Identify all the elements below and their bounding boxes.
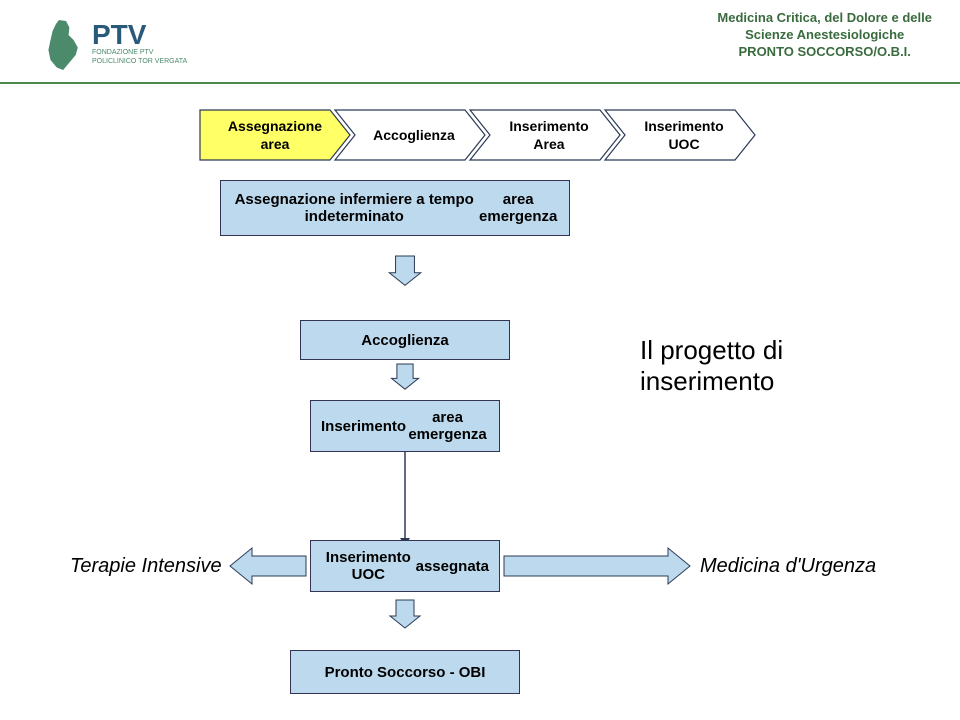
logo-figure-icon (40, 20, 82, 70)
svg-text:Assegnazione: Assegnazione (228, 118, 322, 134)
svg-text:area: area (261, 136, 290, 152)
logo-sub1: FONDAZIONE PTV (92, 49, 187, 57)
svg-text:Inserimento: Inserimento (644, 118, 723, 134)
side-title: Il progetto di inserimento (640, 335, 783, 397)
header-text: Medicina Critica, del Dolore e delle Sci… (717, 10, 932, 61)
slide-header: PTV FONDAZIONE PTV POLICLINICO TOR VERGA… (0, 0, 960, 84)
diagram-canvas: Assegnazione area Accoglienza Inserimento Ar… (0, 0, 960, 720)
side-title-l2: inserimento (640, 366, 783, 397)
logo-main: PTV (92, 24, 187, 46)
inserimento-area-box: Inserimentoarea emergenza (310, 400, 500, 452)
svg-text:Inserimento: Inserimento (509, 118, 588, 134)
svg-text:Accoglienza: Accoglienza (373, 127, 455, 143)
side-title-l1: Il progetto di (640, 335, 783, 366)
header-line1: Medicina Critica, del Dolore e delle (717, 10, 932, 27)
medicina-urgenza-label: Medicina d'Urgenza (700, 555, 876, 578)
logo: PTV FONDAZIONE PTV POLICLINICO TOR VERGA… (40, 20, 187, 70)
svg-text:Area: Area (533, 136, 564, 152)
terapie-intensive-label: Terapie Intensive (70, 555, 222, 578)
assegnazione-box: Assegnazione infermiere a tempo indeterm… (220, 180, 570, 236)
header-line2: Scienze Anestesiologiche (717, 27, 932, 44)
accoglienza-box: Accoglienza (300, 320, 510, 360)
svg-text:UOC: UOC (668, 136, 699, 152)
pronto-box: Pronto Soccorso - OBI (290, 650, 520, 694)
header-line3: PRONTO SOCCORSO/O.B.I. (717, 44, 932, 61)
logo-sub2: POLICLINICO TOR VERGATA (92, 58, 187, 66)
inserimento-uoc-box: Inserimento UOCassegnata (310, 540, 500, 592)
